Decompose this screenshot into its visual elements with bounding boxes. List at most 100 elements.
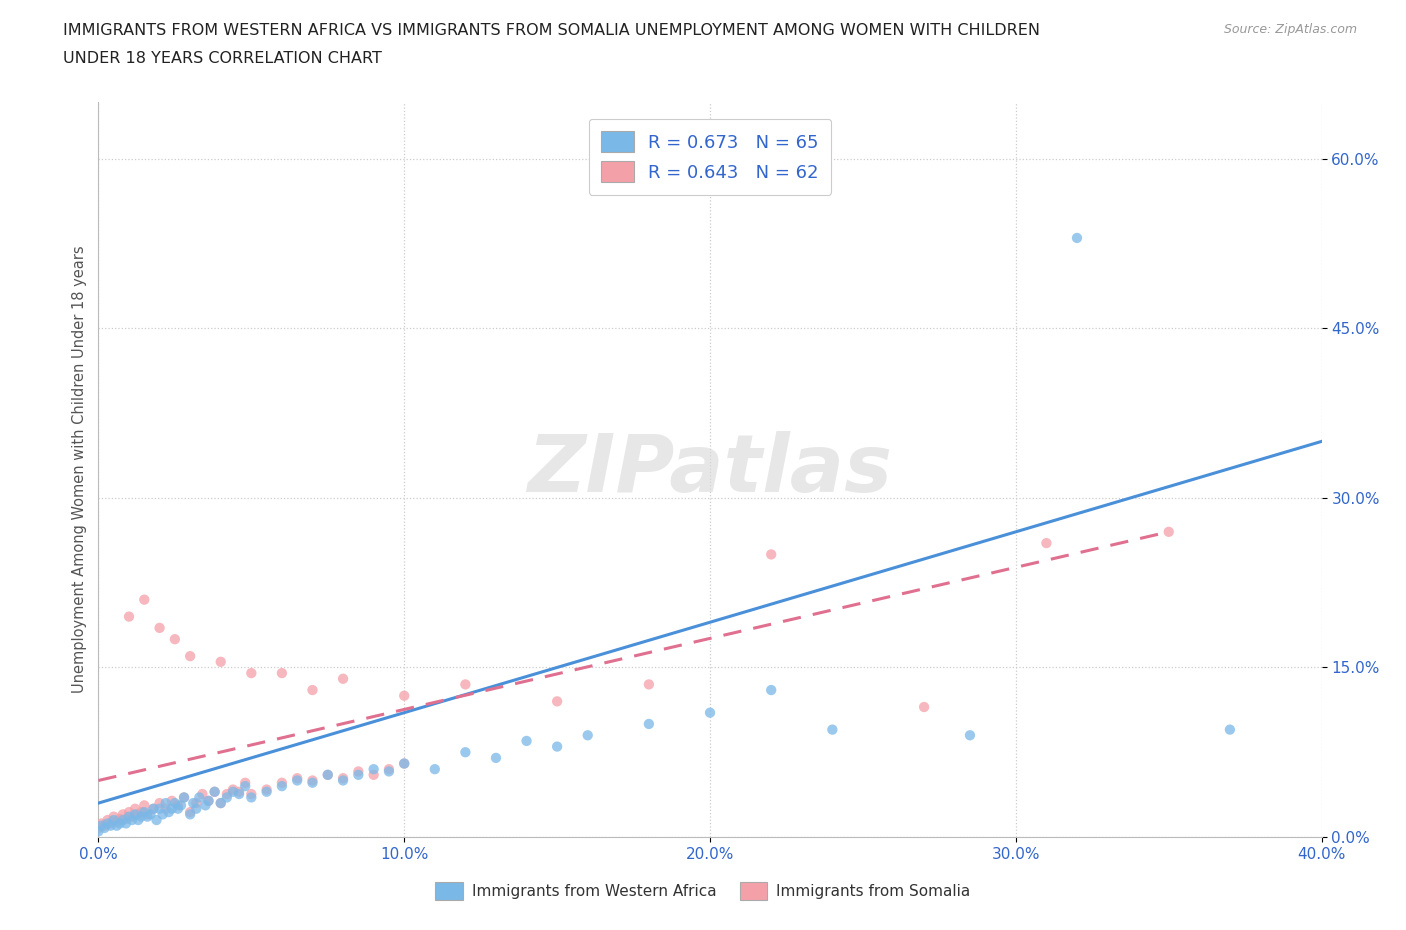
Point xyxy=(316,767,339,782)
Point xyxy=(149,796,172,811)
Point xyxy=(90,818,112,833)
Point xyxy=(197,793,219,808)
Point xyxy=(115,812,138,827)
Point xyxy=(87,820,110,835)
Point xyxy=(222,784,245,799)
Point xyxy=(90,816,112,830)
Point xyxy=(157,804,180,819)
Point xyxy=(240,787,263,802)
Point xyxy=(209,796,232,811)
Point xyxy=(105,814,128,829)
Point xyxy=(136,807,159,822)
Point xyxy=(209,796,232,811)
Point xyxy=(111,807,134,822)
Point xyxy=(222,782,245,797)
Text: UNDER 18 YEARS CORRELATION CHART: UNDER 18 YEARS CORRELATION CHART xyxy=(63,51,382,66)
Point xyxy=(454,677,477,692)
Point xyxy=(152,807,174,822)
Point xyxy=(105,818,128,833)
Point xyxy=(516,734,538,749)
Point xyxy=(546,739,568,754)
Point xyxy=(1035,536,1057,551)
Point xyxy=(546,694,568,709)
Point xyxy=(93,818,115,833)
Point xyxy=(97,816,120,830)
Point xyxy=(347,764,370,779)
Point xyxy=(240,790,263,804)
Point xyxy=(270,778,292,793)
Point xyxy=(347,767,370,782)
Point xyxy=(134,592,156,607)
Point xyxy=(301,773,323,788)
Point xyxy=(204,784,226,799)
Point xyxy=(228,787,250,802)
Point xyxy=(392,688,416,703)
Point xyxy=(145,813,167,828)
Point xyxy=(363,762,385,777)
Point xyxy=(149,620,172,635)
Point xyxy=(233,776,256,790)
Point xyxy=(256,784,278,799)
Point xyxy=(142,802,165,817)
Point xyxy=(637,716,661,731)
Point xyxy=(129,804,152,819)
Point xyxy=(181,796,204,811)
Point xyxy=(173,790,195,804)
Point xyxy=(179,807,201,822)
Point xyxy=(121,813,143,828)
Point xyxy=(699,705,721,720)
Point xyxy=(127,813,149,828)
Point xyxy=(142,802,165,817)
Point xyxy=(363,767,385,782)
Point xyxy=(87,824,110,839)
Point xyxy=(103,813,125,828)
Point xyxy=(423,762,446,777)
Point xyxy=(97,813,120,828)
Point xyxy=(912,699,935,714)
Point xyxy=(173,790,195,804)
Point xyxy=(301,683,323,698)
Point xyxy=(170,798,193,813)
Point xyxy=(194,798,217,813)
Point xyxy=(637,677,661,692)
Point xyxy=(115,816,138,830)
Point xyxy=(129,809,152,824)
Point xyxy=(332,773,354,788)
Point xyxy=(160,793,183,808)
Text: Source: ZipAtlas.com: Source: ZipAtlas.com xyxy=(1223,23,1357,36)
Point xyxy=(204,784,226,799)
Legend: Immigrants from Western Africa, Immigrants from Somalia: Immigrants from Western Africa, Immigran… xyxy=(429,876,977,906)
Point xyxy=(136,809,159,824)
Point xyxy=(821,723,844,737)
Point xyxy=(100,816,122,830)
Point xyxy=(392,756,416,771)
Text: IMMIGRANTS FROM WESTERN AFRICA VS IMMIGRANTS FROM SOMALIA UNEMPLOYMENT AMONG WOM: IMMIGRANTS FROM WESTERN AFRICA VS IMMIGR… xyxy=(63,23,1040,38)
Point xyxy=(179,804,201,819)
Point xyxy=(191,787,214,802)
Point xyxy=(118,609,141,624)
Point xyxy=(1066,231,1088,246)
Point xyxy=(118,804,141,819)
Point xyxy=(332,771,354,786)
Legend: R = 0.673   N = 65, R = 0.643   N = 62: R = 0.673 N = 65, R = 0.643 N = 62 xyxy=(589,119,831,194)
Point xyxy=(160,802,183,817)
Point xyxy=(124,802,146,817)
Point xyxy=(301,776,323,790)
Point xyxy=(215,790,238,804)
Point xyxy=(209,655,232,670)
Point xyxy=(270,666,292,681)
Point xyxy=(103,809,125,824)
Point xyxy=(759,683,782,698)
Point xyxy=(576,728,599,743)
Point xyxy=(285,771,308,786)
Point xyxy=(121,809,143,824)
Point xyxy=(134,804,156,819)
Point xyxy=(124,807,146,822)
Point xyxy=(163,631,186,646)
Point xyxy=(332,671,354,686)
Point xyxy=(186,802,208,817)
Point xyxy=(127,807,149,822)
Point xyxy=(316,767,339,782)
Point xyxy=(256,782,278,797)
Point xyxy=(233,778,256,793)
